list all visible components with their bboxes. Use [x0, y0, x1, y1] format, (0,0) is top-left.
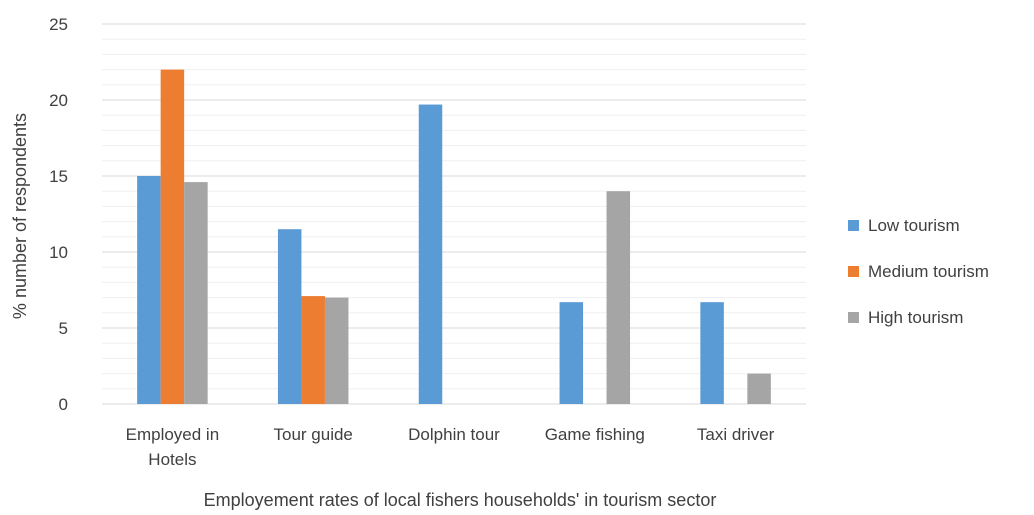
- bar-low-tourism: [700, 302, 724, 404]
- bar-low-tourism: [137, 176, 161, 404]
- y-tick-label: 0: [59, 395, 68, 414]
- y-tick-label: 10: [49, 243, 68, 262]
- y-axis-title: % number of respondents: [10, 113, 30, 319]
- x-category-label: Employed in Hotels: [126, 425, 220, 469]
- legend-label: Medium tourism: [868, 262, 989, 281]
- gridlines: [102, 23, 806, 405]
- y-tick-label: 15: [49, 167, 68, 186]
- legend-swatch: [848, 220, 859, 231]
- legend: Low tourism Medium tourism High tourism: [848, 216, 989, 327]
- x-category-label: Dolphin tour: [408, 425, 500, 444]
- y-tick-label: 5: [59, 319, 68, 338]
- bars: [137, 69, 771, 404]
- bar-medium-tourism: [301, 296, 325, 404]
- bar-low-tourism: [277, 229, 302, 404]
- x-axis-categories: Employed in Hotels Tour guide Dolphin tour G…: [126, 425, 775, 469]
- y-axis-ticks: 0 5 10 15 20 25: [49, 15, 68, 414]
- x-category-label: Tour guide: [274, 425, 353, 444]
- y-tick-label: 25: [49, 15, 68, 34]
- bar-high-tourism: [324, 297, 349, 404]
- bar-high-tourism: [184, 182, 208, 404]
- legend-label: High tourism: [868, 308, 963, 327]
- legend-swatch: [848, 312, 859, 323]
- x-category-label: Taxi driver: [697, 425, 775, 444]
- legend-label: Low tourism: [868, 216, 960, 235]
- bar-high-tourism: [606, 191, 631, 404]
- bar-medium-tourism: [160, 69, 185, 404]
- bar-low-tourism: [418, 104, 443, 404]
- y-tick-label: 20: [49, 91, 68, 110]
- x-axis-title: Employement rates of local fishers house…: [204, 490, 717, 510]
- legend-swatch: [848, 266, 859, 277]
- x-category-label: Game fishing: [545, 425, 645, 444]
- bar-high-tourism: [747, 373, 771, 404]
- bar-low-tourism: [559, 302, 584, 404]
